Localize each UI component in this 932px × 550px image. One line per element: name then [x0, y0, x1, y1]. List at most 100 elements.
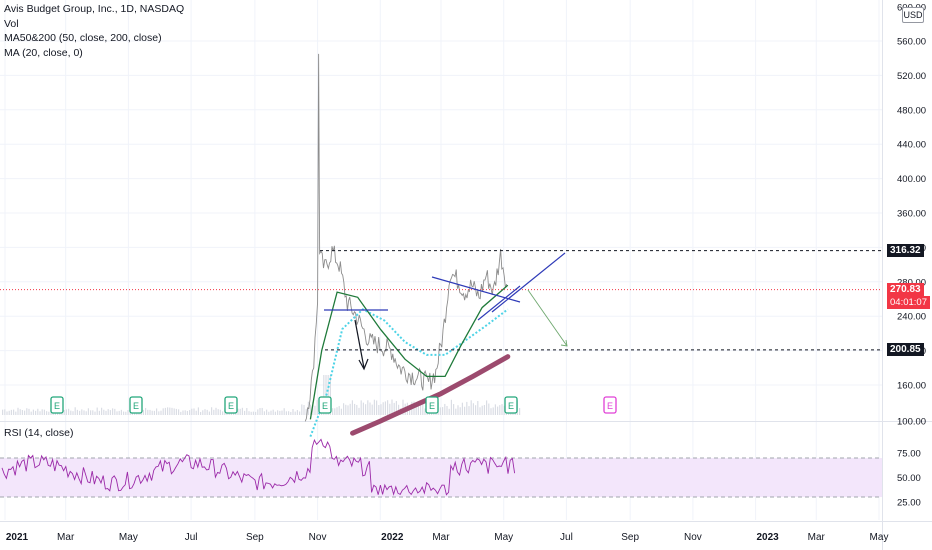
volume-bar: [65, 409, 67, 415]
volume-bar: [127, 410, 129, 415]
earnings-marker: E: [224, 396, 238, 414]
volume-bar: [362, 402, 364, 415]
volume-bar: [237, 408, 239, 415]
rsi-tick-label: 75.00: [897, 449, 921, 460]
volume-bar: [90, 410, 92, 415]
volume-bar: [277, 410, 279, 415]
volume-bar: [123, 411, 125, 415]
price-tick-label: 240.00: [897, 312, 926, 323]
volume-bar: [70, 410, 72, 415]
volume-bar: [48, 411, 50, 415]
volume-bar: [446, 405, 448, 415]
earnings-badge: [603, 396, 617, 414]
volume-bar: [63, 409, 65, 415]
volume-bar: [305, 408, 307, 415]
volume-bar: [382, 402, 384, 415]
volume-bar: [239, 408, 241, 415]
volume-bar: [501, 404, 503, 415]
price-tick-label: 160.00: [897, 381, 926, 392]
volume-bar: [28, 408, 30, 415]
volume-bar: [72, 411, 74, 415]
flag-lower-line: [477, 285, 521, 321]
volume-bar: [494, 404, 496, 415]
volume-bar: [103, 409, 105, 415]
earnings-badge: [224, 396, 238, 414]
volume-bar: [195, 410, 197, 415]
volume-bar: [208, 411, 210, 415]
volume-bar: [384, 401, 386, 415]
earnings-marker: E: [425, 396, 439, 414]
volume-bar: [314, 405, 316, 415]
volume-bar: [274, 411, 276, 415]
volume-bar: [483, 404, 485, 415]
volume-bar: [343, 403, 345, 415]
volume-bar: [301, 404, 303, 415]
volume-bar: [457, 405, 459, 415]
currency-button[interactable]: USD: [902, 7, 924, 23]
volume-bar: [248, 411, 250, 415]
price-axis: 600.00560.00520.00480.00440.00400.00360.…: [897, 3, 926, 428]
rsi-axis: 75.00 50.00 25.00: [897, 449, 921, 509]
volume-bar: [178, 409, 180, 415]
breakout-line: [491, 252, 566, 313]
ma20-line-dotted: [309, 308, 509, 437]
volume-bar: [219, 409, 221, 415]
volume-bar: [4, 409, 6, 415]
volume-bar: [87, 408, 89, 415]
volume-bar: [255, 411, 257, 415]
time-tick-label: May: [870, 532, 889, 543]
volume-bar: [464, 406, 466, 415]
volume-bar: [13, 409, 15, 415]
legend-vol: Vol: [4, 17, 19, 30]
volume-bar: [266, 409, 268, 415]
volume-bar: [193, 408, 195, 415]
volume-bar: [459, 407, 461, 415]
price-line: [304, 53, 508, 422]
volume-bar: [450, 399, 452, 415]
volume-bar: [373, 399, 375, 415]
volume-bar: [367, 400, 369, 415]
volume-bar: [420, 400, 422, 415]
volume-bar: [470, 400, 472, 415]
volume-bar: [167, 407, 169, 415]
price-tick-label: 100.00: [897, 417, 926, 428]
volume-bar: [162, 408, 164, 415]
volume-bar: [186, 410, 188, 415]
volume-bar: [39, 411, 41, 415]
volume-bar: [422, 402, 424, 415]
volume-bar: [365, 404, 367, 415]
volume-bar: [68, 408, 70, 415]
volume-bar: [244, 410, 246, 415]
volume-bar: [41, 409, 43, 415]
volume-bar: [114, 408, 116, 415]
volume-bar: [323, 375, 325, 415]
chart-legend: Avis Budget Group, Inc., 1D, NASDAQ Vol …: [4, 2, 184, 60]
volume-bar: [290, 411, 292, 415]
earnings-marker: E: [318, 396, 332, 414]
projection-arrow-head: [560, 339, 568, 347]
volume-bar: [497, 406, 499, 415]
volume-bar: [378, 405, 380, 415]
volume-bar: [455, 408, 457, 415]
legend-ma50-200: MA50&200 (50, close, 200, close): [4, 32, 162, 44]
time-tick-label: Sep: [246, 532, 264, 543]
volume-bar: [461, 402, 463, 415]
volume-bar: [257, 409, 259, 415]
volume-bar: [35, 410, 37, 415]
volume-bar: [332, 408, 334, 415]
volume-bar: [169, 407, 171, 415]
volume-bar: [296, 410, 298, 415]
volume-bar: [398, 404, 400, 415]
volume-bar: [32, 409, 34, 415]
time-tick-label: 2023: [756, 532, 779, 543]
volume-bar: [310, 404, 312, 415]
volume-bar: [116, 411, 118, 415]
volume-bar: [424, 408, 426, 415]
earnings-marker: E: [603, 396, 617, 414]
volume-bar: [393, 402, 395, 415]
volume-bar: [387, 400, 389, 415]
volume-bar: [270, 410, 272, 415]
volume-bar: [288, 411, 290, 415]
